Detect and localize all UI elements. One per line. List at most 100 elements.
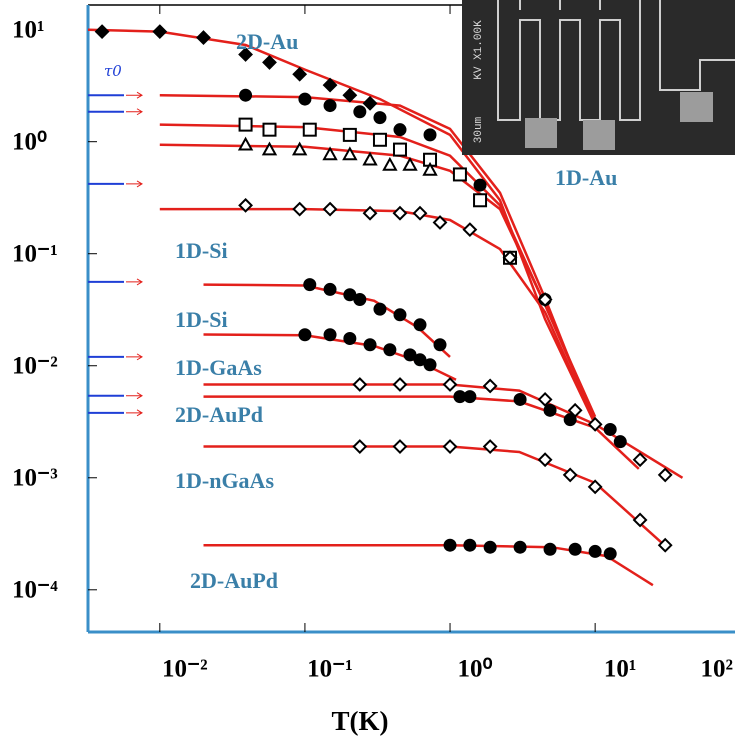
data-point xyxy=(342,127,357,142)
data-point xyxy=(537,392,553,407)
annotation: 1D-nGaAs xyxy=(175,468,274,493)
data-point xyxy=(413,353,427,367)
data-point xyxy=(543,542,557,556)
data-point xyxy=(563,413,577,427)
data-point xyxy=(443,538,457,552)
data-point xyxy=(323,282,337,296)
data-point xyxy=(323,99,337,113)
sem-inset: KV X1.00K 30um xyxy=(462,0,735,155)
data-point xyxy=(373,111,387,125)
arrow xyxy=(126,91,143,99)
data-point xyxy=(513,540,527,554)
data-point xyxy=(322,146,338,161)
arrow xyxy=(126,409,143,417)
x-tick-label: 10² xyxy=(701,656,734,683)
data-point xyxy=(423,128,437,142)
data-point xyxy=(402,156,418,171)
data-point xyxy=(382,156,398,171)
arrow xyxy=(126,180,143,188)
data-point xyxy=(412,205,428,221)
annotation: 1D-Si xyxy=(175,238,228,263)
x-tick-label: 10⁰ xyxy=(458,656,493,683)
data-point xyxy=(482,439,498,454)
data-point xyxy=(298,328,312,342)
arrow xyxy=(126,353,143,361)
data-point xyxy=(603,422,617,436)
data-point xyxy=(393,123,407,137)
tau0-label: τ0 xyxy=(104,62,122,80)
data-point xyxy=(373,302,387,316)
inset-pad xyxy=(525,118,557,148)
data-point xyxy=(588,544,602,558)
annotation: 1D-Si xyxy=(175,307,228,332)
fit-line xyxy=(203,445,666,547)
data-point xyxy=(152,24,168,40)
data-point xyxy=(362,151,378,166)
data-point xyxy=(473,178,487,192)
data-point xyxy=(463,390,477,404)
data-point xyxy=(393,308,407,322)
data-point xyxy=(352,439,368,454)
data-point xyxy=(657,467,673,483)
data-point xyxy=(537,292,553,307)
annotation: 1D-GaAs xyxy=(175,355,262,380)
data-point xyxy=(342,87,358,103)
x-tick-label: 10⁻² xyxy=(162,656,208,683)
inset-label: KV X1.00K xyxy=(473,20,485,80)
inset-pad xyxy=(680,92,713,122)
data-point xyxy=(657,537,673,553)
data-point xyxy=(423,358,437,372)
plot-area xyxy=(86,4,735,634)
annotation: 1D-Au xyxy=(555,165,617,190)
data-point xyxy=(239,88,253,102)
y-tick-label: 10⁻¹ xyxy=(12,240,58,267)
x-tick-label: 10¹ xyxy=(604,656,637,683)
data-point xyxy=(262,122,277,137)
data-point xyxy=(342,146,358,161)
data-point xyxy=(298,92,312,106)
y-tick-label: 10⁻³ xyxy=(12,465,58,492)
data-point xyxy=(322,77,338,93)
y-tick-label: 10⁻² xyxy=(12,352,58,379)
data-point xyxy=(392,205,408,221)
data-point xyxy=(432,215,448,230)
y-tick-label: 10⁰ xyxy=(12,128,47,155)
data-point xyxy=(502,250,518,266)
x-axis-title: T(K) xyxy=(332,706,389,736)
data-point xyxy=(343,332,357,346)
data-point xyxy=(353,293,367,307)
data-point xyxy=(543,403,557,417)
inset-pad xyxy=(583,120,615,150)
annotation: 2D-Au xyxy=(236,29,298,54)
inset-label: 30um xyxy=(473,116,485,143)
data-point xyxy=(483,540,497,554)
data-point xyxy=(343,288,357,302)
fit-line xyxy=(203,283,451,358)
data-point xyxy=(537,452,553,468)
data-point xyxy=(568,542,582,556)
data-point xyxy=(322,201,338,217)
y-tick-label: 10⁻⁴ xyxy=(12,577,58,604)
data-point xyxy=(362,95,378,111)
data-point xyxy=(392,439,408,454)
y-tick-label: 10¹ xyxy=(12,16,45,43)
fit-line xyxy=(87,28,597,425)
data-point xyxy=(433,338,447,352)
data-point xyxy=(392,142,407,157)
data-point xyxy=(452,167,467,182)
data-point xyxy=(363,338,377,352)
data-point xyxy=(196,30,211,45)
data-point xyxy=(513,392,527,406)
data-point xyxy=(442,377,458,392)
annotation: 2D-AuPd xyxy=(190,568,278,593)
data-point xyxy=(261,141,278,156)
data-point xyxy=(632,512,648,528)
data-point xyxy=(403,348,417,362)
data-point xyxy=(291,141,308,156)
data-point xyxy=(292,201,308,217)
data-point xyxy=(238,197,253,213)
data-point xyxy=(463,538,477,552)
data-point xyxy=(473,193,488,208)
